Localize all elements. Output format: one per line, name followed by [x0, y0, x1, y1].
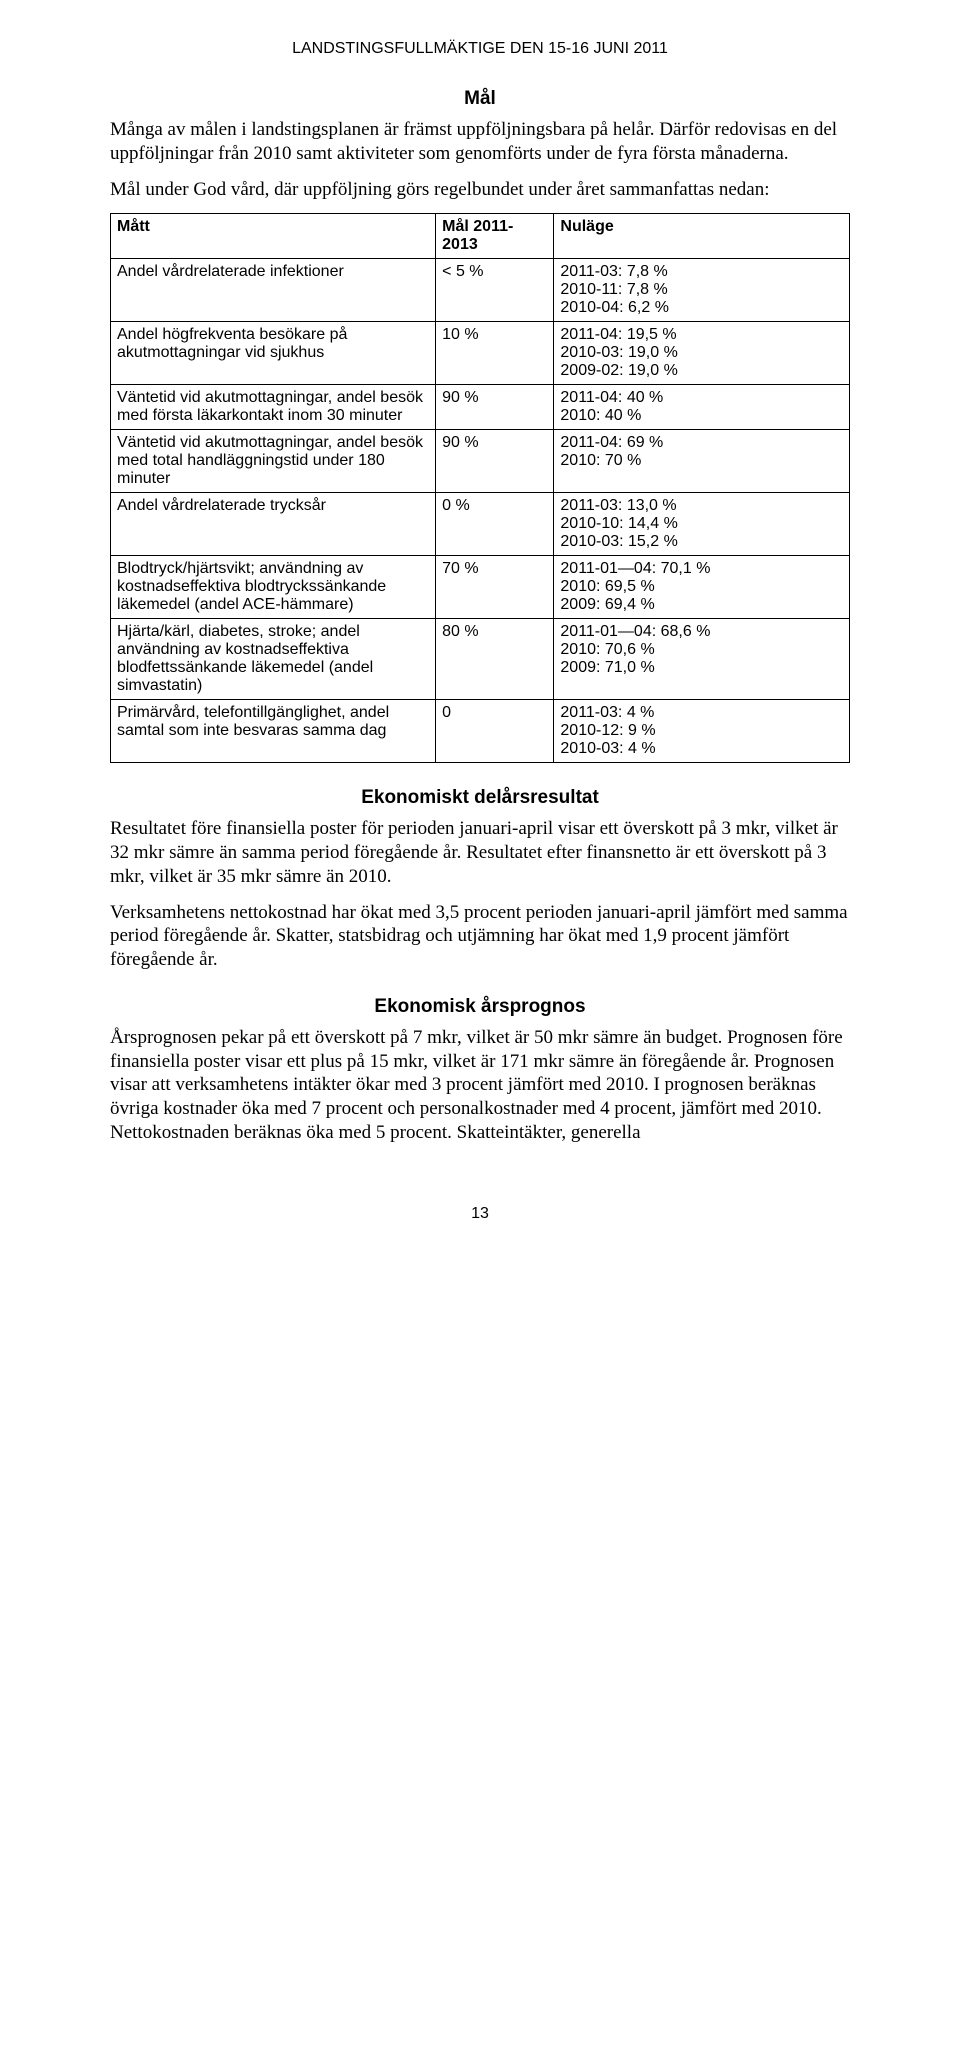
- table-header-row: Mått Mål 2011-2013 Nuläge: [111, 214, 850, 259]
- table-row: Väntetid vid akutmottagningar, andel bes…: [111, 385, 850, 430]
- table-header-nulage: Nuläge: [554, 214, 850, 259]
- cell-nulage: 2011-04: 19,5 %2010-03: 19,0 %2009-02: 1…: [554, 322, 850, 385]
- cell-matt: Andel högfrekventa besökare på akutmotta…: [111, 322, 436, 385]
- table-header-mal: Mål 2011-2013: [436, 214, 554, 259]
- cell-matt: Väntetid vid akutmottagningar, andel bes…: [111, 385, 436, 430]
- cell-nulage: 2011-01—04: 70,1 %2010: 69,5 %2009: 69,4…: [554, 556, 850, 619]
- cell-mal: < 5 %: [436, 259, 554, 322]
- cell-nulage: 2011-04: 69 %2010: 70 %: [554, 430, 850, 493]
- cell-mal: 80 %: [436, 619, 554, 700]
- table-header-matt: Mått: [111, 214, 436, 259]
- cell-nulage: 2011-03: 4 %2010-12: 9 %2010-03: 4 %: [554, 700, 850, 763]
- page-number: 13: [110, 1205, 850, 1223]
- ekon-del-paragraph-2: Verksamhetens nettokostnad har ökat med …: [110, 901, 850, 972]
- section-title-ekonomisk-arsprognos: Ekonomisk årsprognos: [110, 996, 850, 1018]
- document-page: LANDSTINGSFULLMÄKTIGE DEN 15-16 JUNI 201…: [0, 0, 960, 1263]
- goals-table: Mått Mål 2011-2013 Nuläge Andel vårdrela…: [110, 213, 850, 763]
- page-header: LANDSTINGSFULLMÄKTIGE DEN 15-16 JUNI 201…: [110, 40, 850, 58]
- table-row: Primärvård, telefontillgänglighet, andel…: [111, 700, 850, 763]
- table-row: Blodtryck/hjärtsvikt; användning av kost…: [111, 556, 850, 619]
- cell-nulage: 2011-03: 13,0 %2010-10: 14,4 %2010-03: 1…: [554, 493, 850, 556]
- cell-mal: 90 %: [436, 430, 554, 493]
- section-title-mal: Mål: [110, 88, 850, 110]
- cell-matt: Andel vårdrelaterade infektioner: [111, 259, 436, 322]
- cell-matt: Hjärta/kärl, diabetes, stroke; andel anv…: [111, 619, 436, 700]
- cell-mal: 10 %: [436, 322, 554, 385]
- ekon-prog-paragraph-1: Årsprognosen pekar på ett överskott på 7…: [110, 1026, 850, 1145]
- section-title-ekonomiskt-delarsresultat: Ekonomiskt delårsresultat: [110, 787, 850, 809]
- cell-matt: Blodtryck/hjärtsvikt; användning av kost…: [111, 556, 436, 619]
- table-row: Andel vårdrelaterade infektioner< 5 %201…: [111, 259, 850, 322]
- cell-nulage: 2011-04: 40 %2010: 40 %: [554, 385, 850, 430]
- cell-matt: Väntetid vid akutmottagningar, andel bes…: [111, 430, 436, 493]
- mal-paragraph-2: Mål under God vård, där uppföljning görs…: [110, 178, 850, 202]
- table-body: Andel vårdrelaterade infektioner< 5 %201…: [111, 259, 850, 763]
- cell-mal: 0: [436, 700, 554, 763]
- cell-matt: Primärvård, telefontillgänglighet, andel…: [111, 700, 436, 763]
- table-row: Hjärta/kärl, diabetes, stroke; andel anv…: [111, 619, 850, 700]
- cell-mal: 70 %: [436, 556, 554, 619]
- table-row: Andel vårdrelaterade trycksår0 %2011-03:…: [111, 493, 850, 556]
- cell-nulage: 2011-01—04: 68,6 %2010: 70,6 %2009: 71,0…: [554, 619, 850, 700]
- cell-mal: 90 %: [436, 385, 554, 430]
- ekon-del-paragraph-1: Resultatet före finansiella poster för p…: [110, 817, 850, 888]
- mal-paragraph-1: Många av målen i landstingsplanen är frä…: [110, 118, 850, 166]
- cell-nulage: 2011-03: 7,8 %2010-11: 7,8 %2010-04: 6,2…: [554, 259, 850, 322]
- cell-matt: Andel vårdrelaterade trycksår: [111, 493, 436, 556]
- cell-mal: 0 %: [436, 493, 554, 556]
- table-row: Andel högfrekventa besökare på akutmotta…: [111, 322, 850, 385]
- table-row: Väntetid vid akutmottagningar, andel bes…: [111, 430, 850, 493]
